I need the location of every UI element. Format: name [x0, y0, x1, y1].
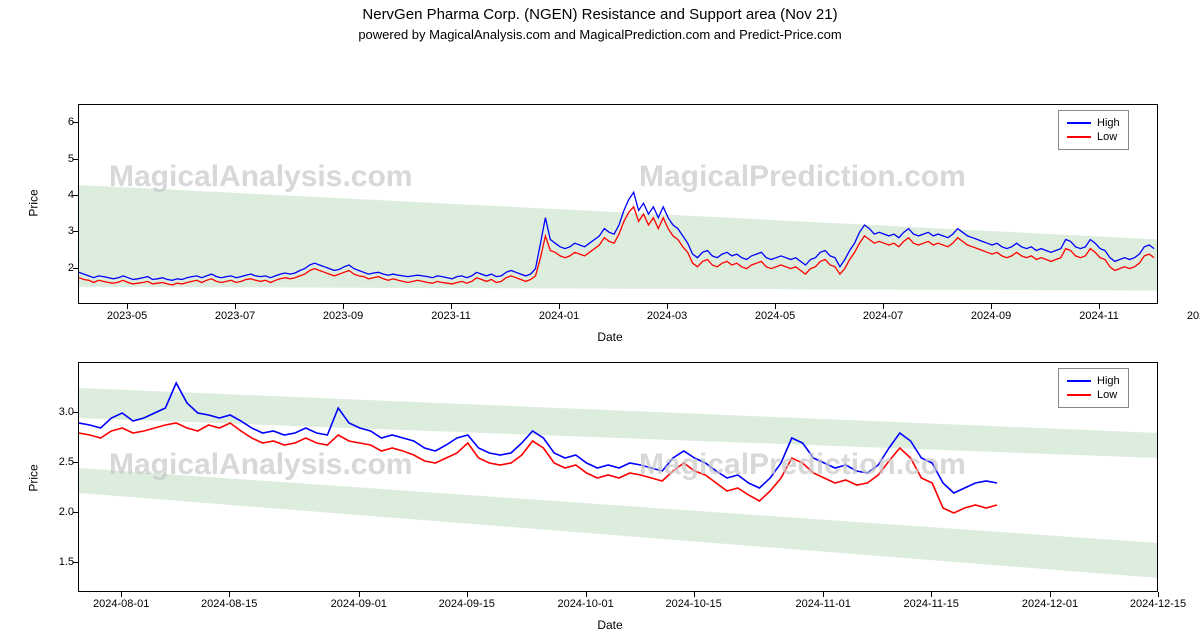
legend-line-high-2 — [1067, 380, 1091, 382]
x-tick-label: 2025-01 — [1187, 310, 1200, 322]
bottom-y-label: Price — [27, 464, 41, 491]
x-tick-label: 2024-03 — [647, 310, 687, 322]
y-tick-label: 3.0 — [50, 406, 74, 418]
x-tick-label: 2023-11 — [431, 310, 471, 322]
x-tick-label: 2023-05 — [107, 310, 147, 322]
x-tick-label: 2024-09 — [971, 310, 1011, 322]
x-tick-label: 2024-11 — [1079, 310, 1119, 322]
x-tick-label: 2023-07 — [215, 310, 255, 322]
chart-title: NervGen Pharma Corp. (NGEN) Resistance a… — [0, 0, 1200, 23]
legend-row-high-2: High — [1067, 375, 1120, 387]
top-chart-svg — [79, 105, 1158, 304]
legend-label-low: Low — [1097, 131, 1117, 143]
x-tick-label: 2024-01 — [539, 310, 579, 322]
bottom-x-label: Date — [560, 618, 660, 632]
bottom-plot-area: MagicalAnalysis.com MagicalPrediction.co… — [78, 362, 1158, 592]
y-tick-label: 4 — [50, 189, 74, 201]
top-legend: High Low — [1058, 110, 1129, 150]
legend-line-low — [1067, 136, 1091, 138]
legend-line-high — [1067, 122, 1091, 124]
legend-row-high: High — [1067, 117, 1120, 129]
y-tick-label: 2.0 — [50, 506, 74, 518]
top-plot-area: MagicalAnalysis.com MagicalPrediction.co… — [78, 104, 1158, 304]
legend-line-low-2 — [1067, 394, 1091, 396]
legend-label-high-2: High — [1097, 375, 1120, 387]
bottom-legend: High Low — [1058, 368, 1129, 408]
x-tick-label: 2023-09 — [323, 310, 363, 322]
top-y-label: Price — [27, 189, 41, 216]
x-tick-label: 2024-07 — [863, 310, 903, 322]
y-tick-label: 6 — [50, 116, 74, 128]
legend-label-low-2: Low — [1097, 389, 1117, 401]
x-tick-label: 2024-05 — [755, 310, 795, 322]
y-tick-label: 5 — [50, 153, 74, 165]
chart-subtitle: powered by MagicalAnalysis.com and Magic… — [0, 23, 1200, 46]
top-x-label: Date — [560, 330, 660, 344]
legend-label-high: High — [1097, 117, 1120, 129]
legend-row-low-2: Low — [1067, 389, 1120, 401]
y-tick-label: 2.5 — [50, 456, 74, 468]
legend-row-low: Low — [1067, 131, 1120, 143]
bottom-chart-svg — [79, 363, 1158, 592]
y-tick-label: 2 — [50, 262, 74, 274]
y-tick-label: 3 — [50, 225, 74, 237]
y-tick-label: 1.5 — [50, 556, 74, 568]
